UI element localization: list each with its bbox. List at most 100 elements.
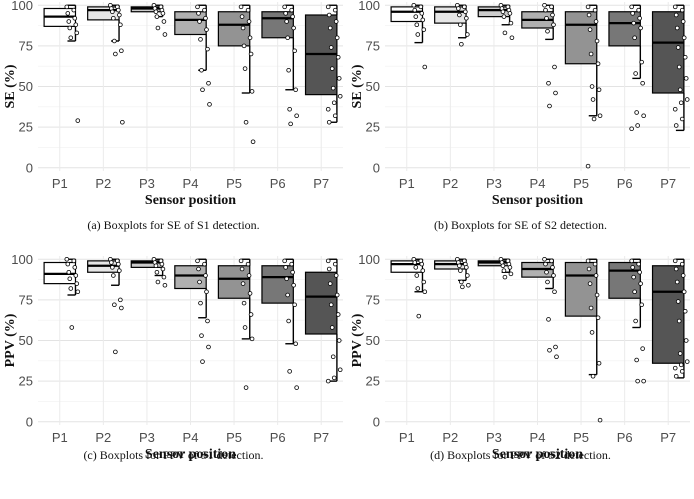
data-point (330, 85, 336, 91)
data-point (681, 35, 687, 41)
y-tick-label: 25 (19, 120, 33, 135)
data-point (118, 22, 123, 28)
y-tick-label: 100 (358, 254, 380, 267)
data-point (420, 268, 426, 273)
data-point (199, 67, 204, 73)
box (390, 260, 424, 273)
data-point (544, 269, 549, 275)
data-point (542, 256, 547, 262)
data-point (72, 15, 78, 21)
data-point (242, 66, 248, 71)
data-point (196, 11, 201, 16)
data-point (547, 103, 552, 109)
caption-a: (a) Boxplots for SE of S1 detection. (87, 218, 260, 232)
data-point (588, 305, 594, 311)
data-point (465, 273, 470, 278)
x-tick-label: P3 (486, 430, 502, 445)
data-point (334, 292, 340, 298)
data-point (285, 292, 290, 298)
data-point (293, 87, 298, 93)
data-point (118, 297, 123, 303)
data-point (594, 292, 600, 298)
data-point (204, 289, 209, 295)
data-point (64, 256, 70, 262)
data-point (457, 12, 462, 18)
data-point (67, 25, 73, 31)
data-point (200, 359, 205, 364)
data-point (597, 113, 603, 119)
data-point (638, 25, 643, 31)
data-point (155, 25, 161, 31)
data-point (65, 11, 71, 16)
data-point (631, 20, 636, 26)
data-point (590, 373, 596, 379)
data-point (683, 76, 689, 81)
data-point (287, 369, 292, 374)
data-point (636, 261, 641, 267)
data-point (674, 279, 680, 285)
data-point (543, 261, 548, 267)
data-point (290, 14, 295, 19)
data-point (202, 7, 207, 13)
data-point (250, 139, 256, 145)
data-point (332, 113, 338, 119)
y-tick-label: 0 (373, 160, 380, 175)
data-point (73, 273, 79, 278)
y-tick-label: 50 (366, 333, 380, 348)
data-point (500, 9, 506, 15)
caption-d: (d) Boxplots for PPV of S2 detection. (430, 448, 611, 462)
data-point (679, 369, 685, 374)
data-point (112, 302, 117, 308)
data-point (682, 308, 688, 314)
data-point (419, 261, 425, 267)
caption-b: (b) Boxplots for SE of S2 detection. (434, 218, 607, 232)
data-point (545, 279, 550, 285)
data-point (200, 87, 205, 93)
data-point (286, 318, 291, 324)
box (174, 265, 207, 290)
data-point (241, 300, 247, 306)
data-point (593, 19, 599, 24)
y-tick-label: 50 (366, 79, 380, 94)
data-point (635, 378, 640, 384)
data-point (636, 7, 641, 13)
data-point (326, 266, 332, 272)
data-point (676, 318, 682, 324)
box (261, 11, 294, 39)
data-point (634, 357, 639, 363)
data-point (246, 19, 252, 24)
data-point (113, 51, 118, 57)
data-point (549, 258, 554, 264)
chart-panel-c: 0 25 50 75 100 P1 P2 P3 P4 P5 P6 P7 Sensor position P… (0, 254, 347, 499)
data-point (284, 276, 289, 282)
data-point (154, 269, 160, 275)
x-tick-label: P5 (573, 176, 589, 191)
data-point (284, 19, 289, 24)
data-point (66, 269, 72, 275)
data-point (588, 51, 594, 57)
data-point (641, 378, 646, 384)
data-point (509, 35, 515, 41)
x-axis-title: Sensor position (145, 193, 236, 208)
data-point (282, 4, 287, 10)
y-axis-title: SE (%) (3, 64, 18, 108)
data-point (674, 25, 680, 31)
data-point (595, 315, 601, 321)
data-point (411, 2, 417, 8)
data-point (337, 367, 343, 373)
data-point (551, 273, 556, 278)
data-point (240, 25, 246, 31)
x-tick-label: P7 (313, 430, 329, 445)
data-point (678, 362, 684, 368)
data-point (462, 4, 467, 10)
data-point (283, 265, 288, 270)
data-point (466, 282, 471, 288)
data-point (112, 38, 117, 44)
data-point (553, 90, 558, 96)
data-point (422, 289, 428, 295)
data-point (325, 258, 331, 264)
data-point (328, 45, 334, 50)
data-point (414, 273, 420, 278)
boxplot-chart-b: 0 25 50 75 100 P1 P2 P3 P4 P5 P6 P7 Sensor position S… (350, 0, 690, 208)
data-point (501, 268, 507, 273)
